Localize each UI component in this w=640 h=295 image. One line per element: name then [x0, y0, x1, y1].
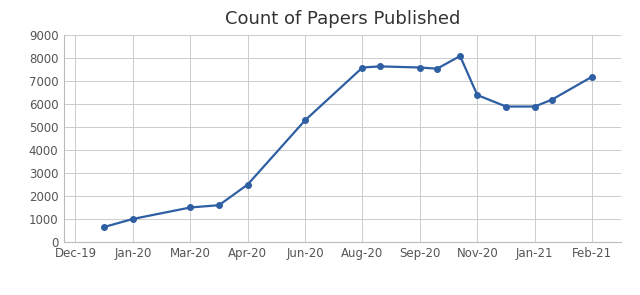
Title: Count of Papers Published: Count of Papers Published — [225, 10, 460, 28]
